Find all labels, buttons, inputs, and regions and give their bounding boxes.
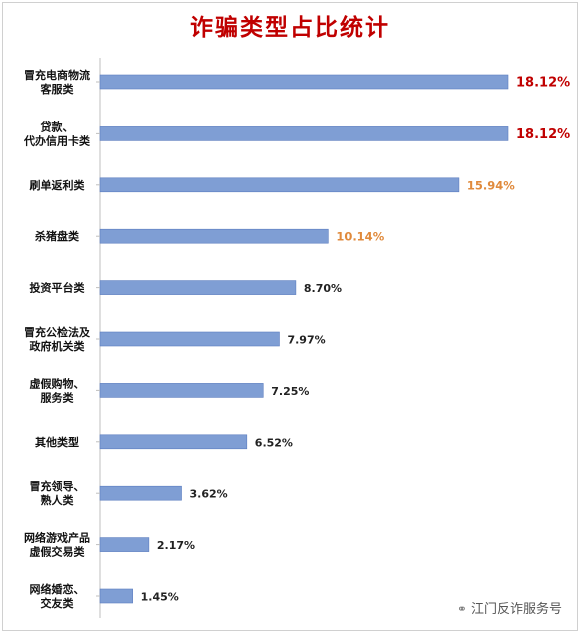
bar bbox=[99, 280, 297, 295]
category-label: 网络婚恋、交友类 bbox=[30, 582, 85, 610]
category-label: 冒充电商物流客服类 bbox=[24, 68, 90, 96]
category-label: 贷款、代办信用卡类 bbox=[23, 119, 91, 147]
data-label: 8.70% bbox=[304, 282, 342, 295]
data-label: 2.17% bbox=[157, 539, 195, 552]
bar bbox=[99, 537, 150, 552]
category-label: 刷单返利类 bbox=[30, 178, 86, 192]
bar bbox=[99, 228, 329, 244]
category-label: 虚假购物、服务类 bbox=[30, 376, 85, 404]
category-label: 冒充领导、熟人类 bbox=[30, 479, 85, 507]
category-label: 网络游戏产品虚假交易类 bbox=[24, 531, 90, 559]
data-label: 6.52% bbox=[255, 436, 293, 449]
data-label: 7.97% bbox=[287, 334, 325, 347]
data-label: 7.25% bbox=[271, 385, 309, 398]
data-label: 1.45% bbox=[141, 591, 179, 604]
data-label: 10.14% bbox=[336, 230, 384, 244]
category-label: 投资平台类 bbox=[30, 281, 86, 295]
bar bbox=[99, 126, 509, 141]
bar bbox=[99, 74, 509, 90]
chart-title: 诈骗类型占比统计 bbox=[190, 14, 390, 41]
category-label: 杀猪盘类 bbox=[35, 229, 80, 243]
bar bbox=[99, 588, 133, 604]
category-label: 其他类型 bbox=[35, 435, 79, 449]
data-label: 18.12% bbox=[516, 127, 570, 142]
data-label: 18.12% bbox=[516, 76, 570, 91]
bar bbox=[99, 434, 248, 450]
bar bbox=[99, 331, 280, 347]
data-label: 15.94% bbox=[467, 178, 515, 192]
bar bbox=[99, 485, 182, 501]
bar bbox=[99, 177, 460, 193]
bar bbox=[99, 383, 264, 398]
data-label: 3.62% bbox=[190, 488, 228, 501]
category-label: 冒充公检法及政府机关类 bbox=[24, 325, 91, 353]
watermark-text: 江门反诈服务号 bbox=[470, 602, 562, 617]
watermark: ⚭ 江门反诈服务号 bbox=[457, 598, 562, 617]
wechat-icon: ⚭ bbox=[456, 602, 467, 616]
